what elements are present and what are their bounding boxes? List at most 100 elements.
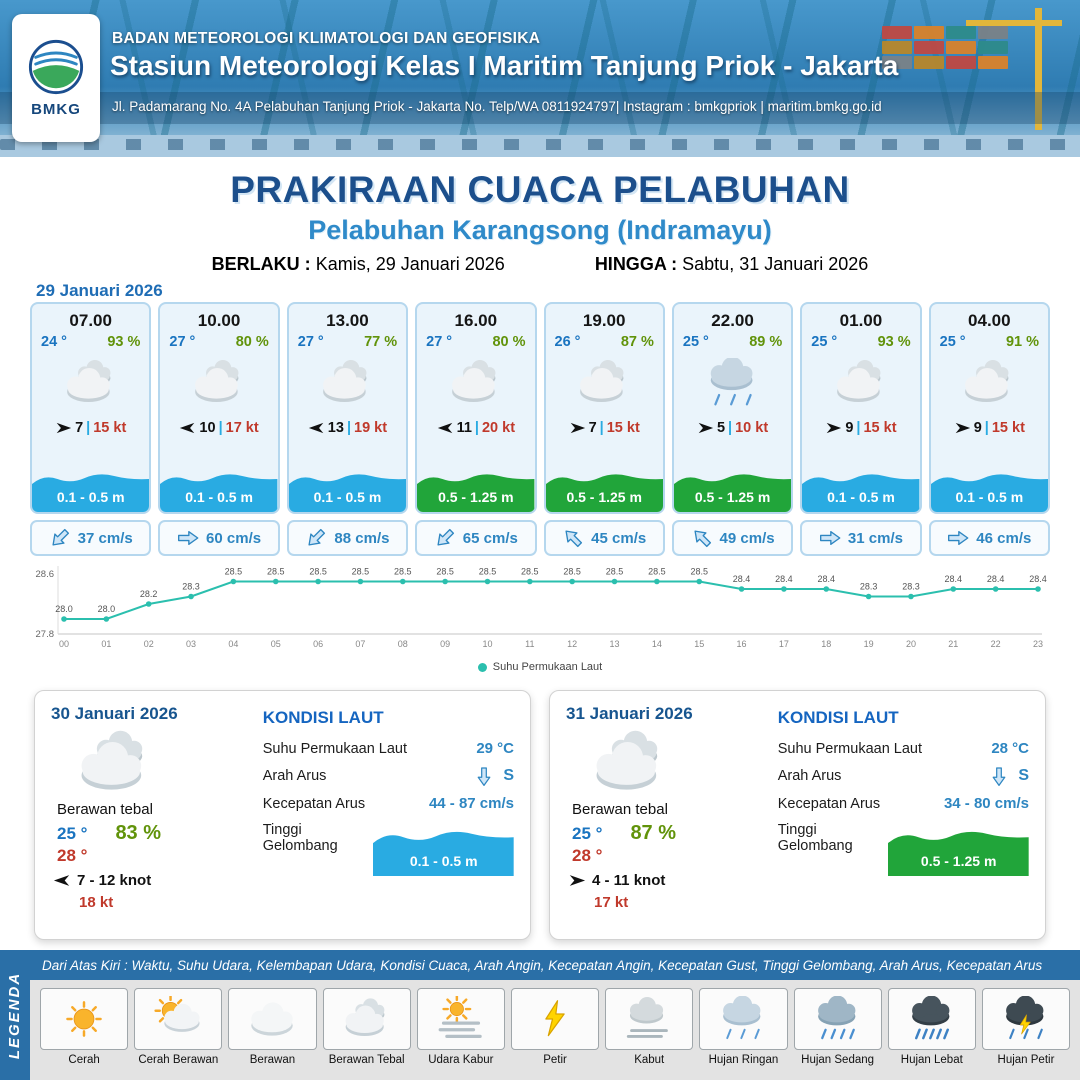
svg-text:17: 17 xyxy=(779,639,789,649)
legend-label: Cerah Berawan xyxy=(138,1054,219,1066)
svg-text:28.3: 28.3 xyxy=(860,582,878,592)
legend-section: LEGENDA Dari Atas Kiri : Waktu, Suhu Uda… xyxy=(0,950,1080,1080)
sst-chart: 27.8 28.6 28.0 00 28.0 01 28.2 02 28.3 03 28.5 04 28… xyxy=(28,558,1052,673)
sst-value: 29 °C xyxy=(476,740,514,757)
current-direction-icon xyxy=(477,766,492,786)
weather-icon xyxy=(32,353,149,413)
legend-description: Dari Atas Kiri : Waktu, Suhu Udara, Kele… xyxy=(30,950,1080,980)
humidity: 91 % xyxy=(1005,334,1039,350)
bmkg-logo-text: BMKG xyxy=(31,101,81,118)
current-speed: 45 cm/s xyxy=(591,529,647,547)
temp-min: 25 ° xyxy=(57,824,88,843)
hourly-forecast-card: 01.00 25 ° 93 % 9 | 15 kt 0.1 - 0.5 m xyxy=(800,302,922,514)
svg-text:03: 03 xyxy=(186,639,196,649)
current-speed: 46 cm/s xyxy=(976,529,1032,547)
legend-label: Hujan Ringan xyxy=(708,1054,779,1066)
current-direction-row: Arah Arus S xyxy=(777,766,1029,786)
wave-height-band: 0.1 - 0.5 m xyxy=(288,466,407,512)
weather-icon xyxy=(526,996,584,1042)
weather-condition: Berawan tebal xyxy=(57,801,153,818)
air-temperature: 25 ° xyxy=(939,334,966,350)
daily-weather-panel: 30 Januari 2026 Berawan tebal 25 ° 83 % … xyxy=(51,704,255,926)
current-speed: 37 cm/s xyxy=(77,529,133,547)
page-title: PRAKIRAAN CUACA PELABUHAN xyxy=(230,169,850,210)
legend-item: Hujan Sedang xyxy=(793,988,882,1080)
current-direction-label: Arah Arus xyxy=(262,768,327,784)
current-box: 88 cm/s xyxy=(286,520,409,556)
wave-height-band: 0.1 - 0.5 m xyxy=(802,466,920,512)
forecast-column: 07.00 24 ° 93 % 7 | 15 kt 0.1 - 0.5 m 37… xyxy=(30,302,152,556)
humidity: 80 % xyxy=(492,334,526,350)
decor-crane xyxy=(1035,8,1042,130)
wave-height-band: 0.5 - 1.25 m xyxy=(417,466,535,512)
svg-text:28.4: 28.4 xyxy=(817,574,835,584)
sst-value: 28 °C xyxy=(991,740,1029,757)
wave-height-band: 0.1 - 0.5 m xyxy=(930,466,1048,512)
forecast-column: 01.00 25 ° 93 % 9 | 15 kt 0.1 - 0.5 m 31… xyxy=(800,302,922,556)
daily-date: 31 Januari 2026 xyxy=(566,704,693,723)
weather-icon xyxy=(160,353,277,413)
temp-humidity-row: 27 ° 80 % xyxy=(417,331,534,350)
weather-icon xyxy=(903,995,961,1042)
temp-humidity-row: 24 ° 93 % xyxy=(32,331,149,350)
current-direction-icon xyxy=(431,525,458,552)
forecast-column: 16.00 27 ° 80 % 11 | 20 kt 0.5 - 1.25 m … xyxy=(415,302,537,556)
air-temperature: 25 ° xyxy=(811,334,838,350)
valid-from-value: Kamis, 29 Januari 2026 xyxy=(315,254,505,274)
legend-item: Berawan xyxy=(228,988,317,1080)
legend-items: Cerah Cerah Berawan Berawan Berawan Teba… xyxy=(30,980,1080,1080)
current-direction-label: Arah Arus xyxy=(777,768,842,784)
sea-conditions-panel: KONDISI LAUT Suhu Permukaan Laut 29 °C A… xyxy=(255,704,514,926)
temp-humidity-row: 27 ° 77 % xyxy=(289,331,406,350)
wave-height-band: 0.5 - 1.25 m xyxy=(673,466,792,512)
legend-label: Cerah xyxy=(68,1054,100,1066)
current-speed: 88 cm/s xyxy=(334,529,390,547)
wave-height-value: 0.5 - 1.25 m xyxy=(920,853,997,869)
svg-text:28.4: 28.4 xyxy=(987,574,1005,584)
current-direction-icon xyxy=(46,525,73,552)
forecast-time: 07.00 xyxy=(69,311,112,330)
svg-text:28.4: 28.4 xyxy=(945,574,963,584)
svg-text:13: 13 xyxy=(610,639,620,649)
svg-text:21: 21 xyxy=(948,639,958,649)
sst-chart-svg: 27.8 28.6 28.0 00 28.0 01 28.2 02 28.3 03 28.5 04 28… xyxy=(36,566,1047,649)
wave-height-label: Tinggi Gelombang xyxy=(777,822,853,854)
forecast-column: 10.00 27 ° 80 % 10 | 17 kt 0.1 - 0.5 m 6… xyxy=(158,302,280,556)
weather-icon xyxy=(809,995,867,1042)
current-direction-row: Arah Arus S xyxy=(262,766,514,786)
legend-icon-box xyxy=(699,988,788,1050)
wave-height-value: 0.1 - 0.5 m xyxy=(185,489,253,505)
legend-icon-box xyxy=(228,988,317,1050)
sea-conditions-title: KONDISI LAUT xyxy=(777,708,899,727)
svg-text:08: 08 xyxy=(398,639,408,649)
current-speed-value: 44 - 87 cm/s xyxy=(428,795,514,812)
wind-gust: 18 kt xyxy=(79,894,114,911)
wave-height-row: Tinggi Gelombang 0.1 - 0.5 m xyxy=(263,822,514,876)
wave-height-value: 0.1 - 0.5 m xyxy=(955,489,1024,505)
svg-text:00: 00 xyxy=(59,639,69,649)
wave-height-value: 0.5 - 1.25 m xyxy=(694,489,771,505)
legend-icon-box xyxy=(416,988,505,1050)
current-box: 45 cm/s xyxy=(543,520,665,556)
weather-icon xyxy=(243,996,301,1042)
valid-from-label: BERLAKU : xyxy=(211,254,311,274)
air-temperature: 25 ° xyxy=(682,334,709,350)
weather-icon xyxy=(574,728,686,798)
legend-label: Kabut xyxy=(634,1054,665,1066)
wind-separator: | xyxy=(346,420,351,436)
wave-height-box: 0.5 - 1.25 m xyxy=(888,822,1029,876)
wind-gust: 15 kt xyxy=(606,420,640,436)
wind-direction-icon xyxy=(697,422,714,434)
legend-dot-icon xyxy=(477,662,487,672)
current-speed: 65 cm/s xyxy=(462,529,518,547)
temp-humidity-row: 25 ° 91 % xyxy=(931,331,1048,350)
legend-icon-box xyxy=(510,988,600,1050)
wave-height-label: Tinggi Gelombang xyxy=(262,822,338,854)
legend-icon-box xyxy=(605,988,694,1050)
current-box: 60 cm/s xyxy=(158,520,280,556)
wind-row: 10 | 17 kt xyxy=(160,420,277,436)
svg-text:28.5: 28.5 xyxy=(690,567,708,577)
svg-text:28.5: 28.5 xyxy=(436,567,454,577)
wind-speed: 7 xyxy=(588,420,597,436)
